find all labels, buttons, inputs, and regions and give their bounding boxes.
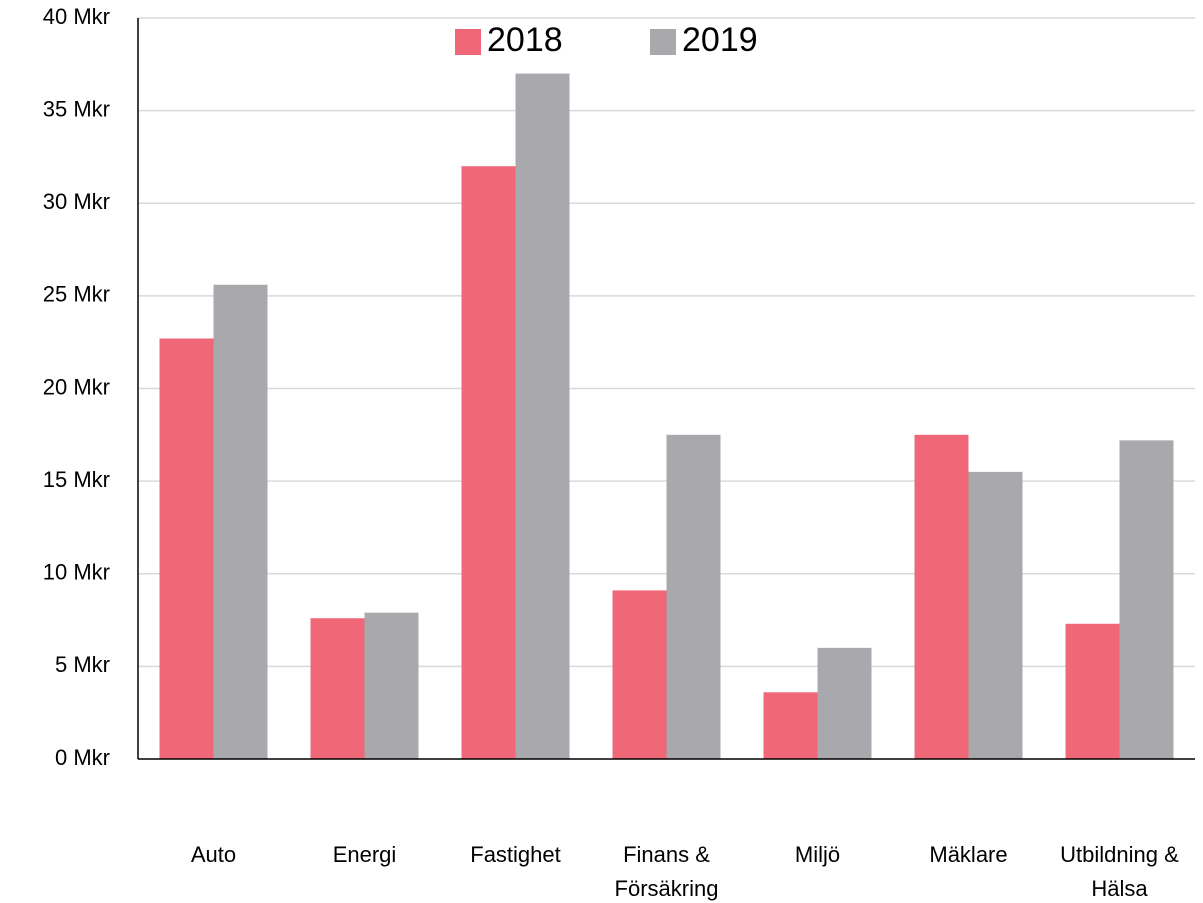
- y-tick-label: 30 Mkr: [43, 189, 110, 214]
- legend-swatch: [650, 29, 676, 55]
- bar: [914, 434, 969, 759]
- y-tick-label: 15 Mkr: [43, 467, 110, 492]
- bar: [612, 590, 667, 759]
- bar: [364, 612, 419, 759]
- bar: [213, 284, 268, 759]
- x-tick-label: Miljö: [794, 842, 841, 867]
- bar: [1065, 623, 1120, 759]
- bar: [817, 647, 872, 759]
- bar: [515, 73, 570, 759]
- y-tick-label: 10 Mkr: [43, 560, 110, 585]
- y-tick-label: 5 Mkr: [55, 652, 110, 677]
- legend-swatch: [455, 29, 481, 55]
- x-tick-label: Energi: [332, 842, 397, 867]
- y-tick-label: 25 Mkr: [43, 282, 110, 307]
- x-tick-label: Auto: [190, 842, 237, 867]
- bar: [461, 166, 516, 759]
- bar: [1119, 440, 1174, 759]
- x-tick-label: Utbildning & Hälsa: [1060, 842, 1179, 901]
- y-tick-label: 0 Mkr: [55, 745, 110, 770]
- bar: [763, 692, 818, 759]
- bar: [159, 338, 214, 759]
- x-tick-label: Mäklare: [929, 842, 1008, 867]
- x-tick-label: Finans & Försäkring: [614, 842, 719, 901]
- bar: [968, 471, 1023, 759]
- legend-label: 2018: [487, 21, 563, 59]
- y-tick-label: 35 Mkr: [43, 96, 110, 121]
- bar: [666, 434, 721, 759]
- bar: [310, 618, 365, 759]
- y-tick-label: 40 Mkr: [43, 4, 110, 29]
- y-tick-label: 20 Mkr: [43, 374, 110, 399]
- legend-label: 2019: [682, 21, 758, 59]
- x-tick-label: Fastighet: [470, 842, 561, 867]
